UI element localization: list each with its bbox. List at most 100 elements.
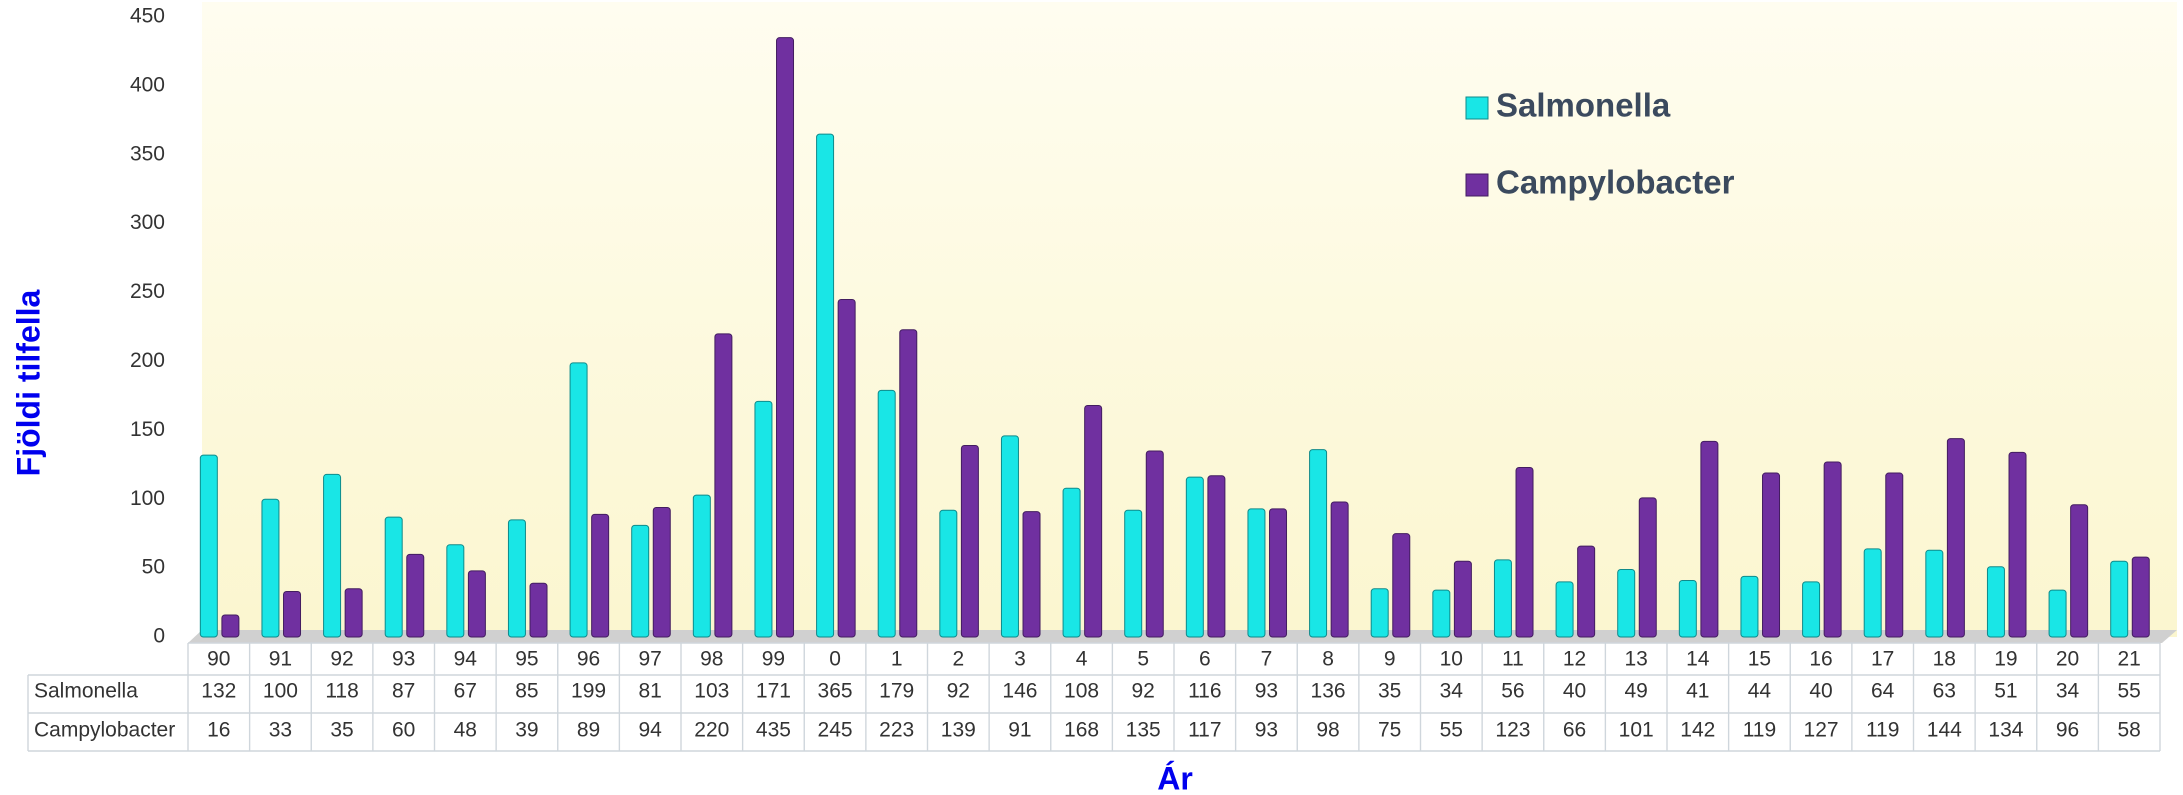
bar	[1885, 472, 1904, 638]
table-value: 41	[1686, 680, 1709, 703]
bar	[692, 494, 711, 638]
table-value: 116	[1188, 680, 1221, 703]
bar	[1493, 559, 1512, 638]
bar	[2070, 504, 2089, 638]
legend-swatch	[1465, 173, 1489, 197]
table-value: 220	[694, 719, 729, 742]
bar	[1700, 440, 1719, 638]
table-value: 100	[263, 680, 298, 703]
x-tick-label: 96	[577, 648, 600, 671]
x-tick-label: 91	[269, 648, 292, 671]
bar	[1370, 588, 1389, 638]
table-value: 16	[207, 719, 230, 742]
table-value: 118	[325, 680, 358, 703]
bar	[1555, 581, 1574, 638]
table-value: 245	[818, 719, 853, 742]
bar	[323, 473, 342, 638]
x-tick-label: 5	[1137, 648, 1149, 671]
table-value: 134	[1988, 719, 2023, 742]
bar	[1638, 497, 1657, 638]
x-tick-label: 14	[1686, 648, 1710, 671]
x-tick-label: 1	[891, 648, 903, 671]
bar	[384, 516, 403, 638]
bar	[1084, 405, 1103, 638]
x-tick-label: 95	[515, 648, 538, 671]
bar	[1000, 435, 1019, 638]
table-value: 51	[1994, 680, 2017, 703]
x-tick-label: 20	[2056, 648, 2079, 671]
bar	[631, 524, 650, 638]
table-value: 34	[1440, 680, 1464, 703]
bar	[1432, 589, 1451, 638]
table-value: 146	[1002, 680, 1037, 703]
x-tick-label: 98	[700, 648, 723, 671]
bar	[1617, 568, 1636, 638]
bar	[1577, 545, 1596, 638]
table-value: 93	[1255, 680, 1278, 703]
bar	[591, 513, 610, 638]
x-tick-label: 10	[1440, 648, 1463, 671]
table-value: 55	[1440, 719, 1463, 742]
table-value: 365	[818, 680, 853, 703]
y-tick-label: 250	[130, 280, 165, 303]
table-value: 101	[1619, 719, 1654, 742]
bar	[2131, 556, 2150, 638]
bar	[1062, 487, 1081, 638]
table-value: 103	[694, 680, 729, 703]
table-value: 132	[201, 680, 236, 703]
bar	[2008, 451, 2027, 638]
bar	[1678, 580, 1697, 638]
table-value: 35	[330, 719, 353, 742]
x-tick-label: 92	[330, 648, 353, 671]
y-tick-label: 300	[130, 211, 165, 234]
table-value: 94	[639, 719, 663, 742]
bar	[344, 588, 363, 638]
legend-label: Campylobacter	[1496, 164, 1735, 201]
table-value: 63	[1933, 680, 1956, 703]
bar	[1022, 511, 1041, 638]
table-value: 435	[756, 719, 791, 742]
table-value: 55	[2118, 680, 2141, 703]
table-value: 171	[756, 680, 791, 703]
x-tick-label: 6	[1199, 648, 1211, 671]
x-tick-label: 4	[1076, 648, 1088, 671]
table-value: 67	[454, 680, 477, 703]
y-tick-label: 0	[153, 625, 165, 648]
x-tick-label: 94	[454, 648, 478, 671]
table-value: 33	[269, 719, 292, 742]
x-tick-label: 19	[1994, 648, 2017, 671]
table-value: 85	[515, 680, 538, 703]
legend-swatch	[1465, 96, 1489, 120]
bar	[1330, 501, 1349, 638]
table-value: 89	[577, 719, 600, 742]
bar	[1247, 508, 1266, 638]
x-tick-label: 15	[1748, 648, 1771, 671]
bar	[816, 133, 835, 638]
table-value: 168	[1064, 719, 1099, 742]
table-value: 87	[392, 680, 415, 703]
table-value: 81	[639, 680, 662, 703]
bar	[837, 298, 856, 638]
table-value: 136	[1311, 680, 1346, 703]
bar	[1269, 508, 1288, 638]
table-value: 44	[1748, 680, 1772, 703]
bar	[529, 582, 548, 638]
x-tick-label: 7	[1261, 648, 1273, 671]
x-tick-label: 99	[762, 648, 785, 671]
bar	[261, 498, 280, 638]
y-tick-label: 350	[130, 142, 165, 165]
bar	[283, 591, 302, 638]
table-value: 56	[1501, 680, 1524, 703]
bar	[939, 509, 958, 638]
table-value: 142	[1680, 719, 1715, 742]
bar	[2110, 560, 2129, 638]
x-tick-label: 21	[2118, 648, 2141, 671]
bar	[199, 454, 218, 638]
table-value: 91	[1008, 719, 1031, 742]
bar	[754, 400, 773, 638]
table-value: 66	[1563, 719, 1586, 742]
bar	[507, 519, 526, 638]
table-value: 40	[1563, 680, 1586, 703]
bar	[467, 570, 486, 638]
